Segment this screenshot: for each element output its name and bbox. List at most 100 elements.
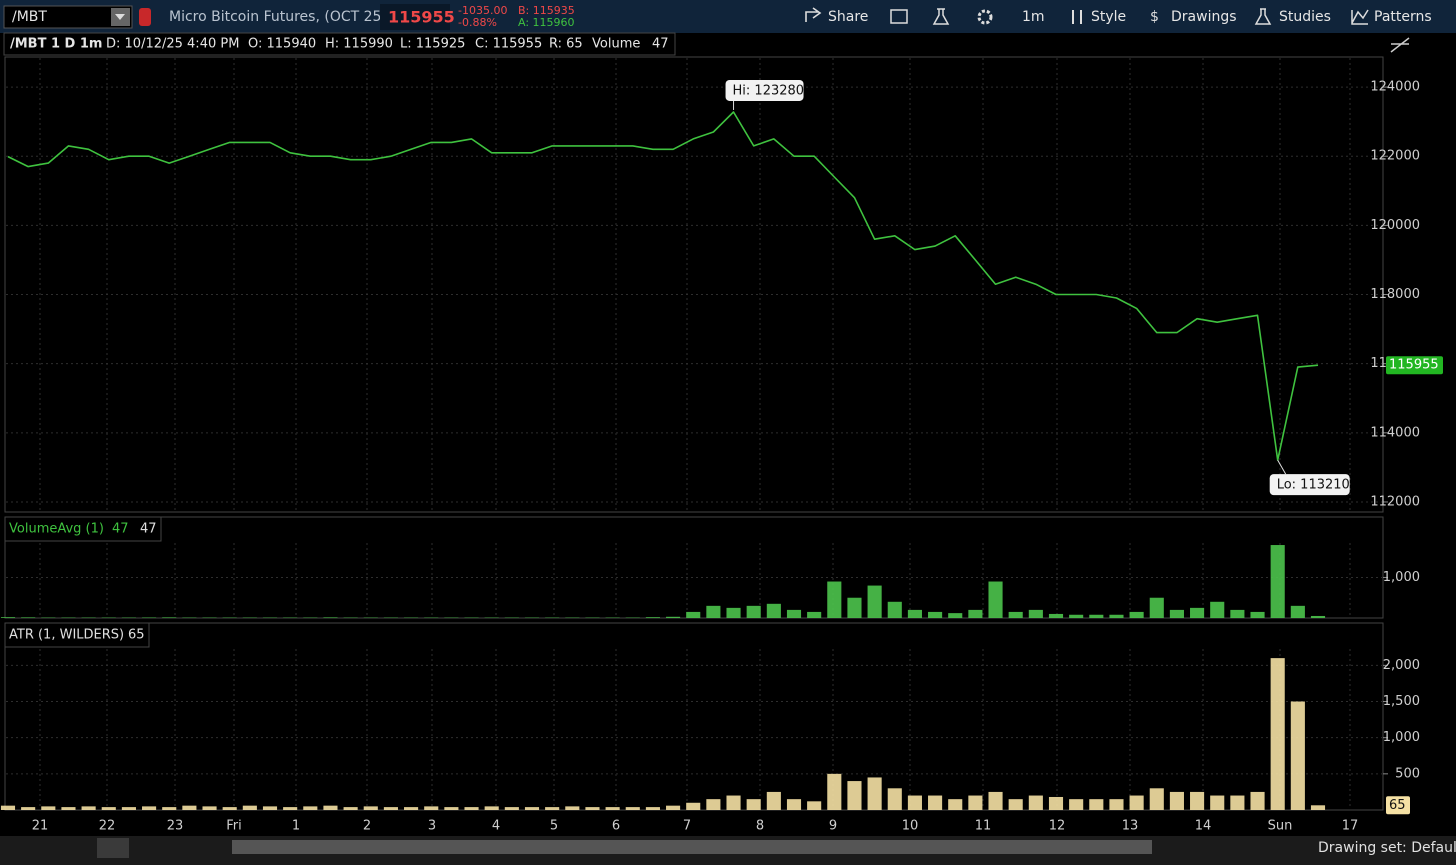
studies-icon — [1254, 8, 1272, 25]
x-tick-label: 23 — [167, 819, 184, 834]
x-tick-label: 3 — [428, 819, 436, 834]
y-tick-label: 2,000 — [1383, 658, 1420, 673]
toolbar-buttons: Share 1m Style $ Drawings Studies Patter… — [805, 7, 1432, 25]
bar — [1048, 613, 1064, 618]
x-tick-label: 7 — [683, 819, 691, 834]
x-tick-label: 21 — [32, 819, 49, 834]
bar — [988, 581, 1003, 618]
alert-icon[interactable] — [139, 8, 151, 26]
header-range: R: 65 — [549, 37, 583, 52]
bar — [1048, 796, 1064, 810]
bar — [706, 799, 721, 810]
scrollbar-thumb[interactable] — [232, 840, 1152, 854]
timeframe-button[interactable]: 1m — [1022, 9, 1045, 25]
drawings-button[interactable]: Drawings — [1171, 9, 1237, 25]
bar — [21, 617, 36, 618]
bar — [827, 773, 842, 810]
ask: A: 115960 — [518, 16, 575, 29]
study-value: 47 — [112, 522, 129, 537]
last-price-label: 115955 — [1389, 358, 1439, 373]
y-tick-label: 1,000 — [1383, 570, 1420, 585]
bar — [948, 613, 963, 618]
bar — [484, 806, 499, 810]
last-value-tag — [1386, 796, 1410, 815]
bar — [323, 617, 338, 618]
bar — [1310, 805, 1326, 810]
study-header — [4, 516, 162, 542]
patterns-icon — [1351, 9, 1369, 25]
net-change: -1035.00 — [458, 4, 507, 17]
bar — [1129, 611, 1144, 618]
studies-button[interactable]: Studies — [1279, 9, 1331, 25]
study-value: 65 — [128, 628, 145, 643]
style-button[interactable]: Style — [1091, 9, 1126, 25]
bar — [0, 805, 16, 810]
header-high: H: 115990 — [325, 37, 393, 52]
header-date: D: 10/12/25 4:40 PM — [106, 37, 239, 52]
grid-icon[interactable] — [890, 9, 908, 24]
header-low: L: 115925 — [400, 37, 465, 52]
bar — [585, 807, 600, 810]
x-tick-label: 22 — [99, 819, 116, 834]
x-tick-label: 17 — [1342, 819, 1359, 834]
dropdown-arrow — [115, 14, 125, 20]
hi-label: Hi: 123280 — [733, 83, 805, 98]
bar — [1008, 611, 1023, 618]
x-tick-label: 9 — [829, 819, 837, 834]
bar — [1210, 601, 1225, 618]
bar — [907, 795, 922, 810]
bar — [907, 609, 922, 618]
bar — [948, 799, 963, 810]
flask-icon[interactable] — [932, 8, 950, 25]
bar — [1069, 799, 1084, 810]
bar — [887, 601, 902, 618]
expand-icon[interactable] — [1390, 37, 1410, 53]
bid: B: 115935 — [518, 4, 575, 17]
bar — [1149, 597, 1164, 618]
bar — [928, 611, 943, 618]
patterns-button[interactable]: Patterns — [1374, 9, 1432, 25]
bar — [746, 799, 761, 810]
bar — [383, 807, 398, 810]
y-tick-label: 122000 — [1370, 149, 1420, 164]
bar — [807, 801, 822, 810]
share-button[interactable]: Share — [828, 9, 868, 25]
bar — [1270, 658, 1285, 810]
collapse-button[interactable] — [97, 838, 129, 858]
symbol-box[interactable] — [3, 5, 133, 29]
x-tick-label: 10 — [902, 819, 919, 834]
y-tick-label: 1,500 — [1383, 694, 1420, 709]
bar — [1230, 795, 1245, 810]
y-tick-label: 112000 — [1370, 494, 1420, 509]
bar — [1109, 799, 1124, 810]
bar — [1230, 609, 1245, 618]
bar — [968, 609, 983, 618]
bar — [61, 807, 76, 810]
bar — [968, 795, 983, 810]
y-tick-label: 114000 — [1370, 425, 1420, 440]
settings-icon[interactable] — [977, 9, 993, 25]
bar — [1169, 609, 1184, 618]
x-tick-label: Sun — [1268, 819, 1293, 834]
bar — [645, 807, 660, 810]
bar — [202, 806, 217, 810]
bar — [504, 807, 519, 810]
study-title: VolumeAvg (1) — [9, 522, 104, 537]
drawing-set: Drawing set: Default — [1318, 840, 1456, 856]
last-price: 115955 — [388, 8, 455, 27]
y-tick-label: 124000 — [1370, 80, 1420, 95]
bar — [1169, 791, 1184, 810]
header-box — [3, 32, 676, 56]
bar — [524, 807, 540, 810]
bar — [424, 806, 439, 810]
bar — [686, 611, 701, 618]
bar — [645, 617, 660, 618]
bar — [887, 788, 902, 810]
bar — [1190, 607, 1205, 618]
bar — [807, 611, 822, 618]
bar — [605, 807, 620, 810]
price-pane — [4, 56, 1384, 513]
bar — [1250, 611, 1265, 618]
bar — [1290, 701, 1305, 810]
bar — [867, 585, 882, 618]
